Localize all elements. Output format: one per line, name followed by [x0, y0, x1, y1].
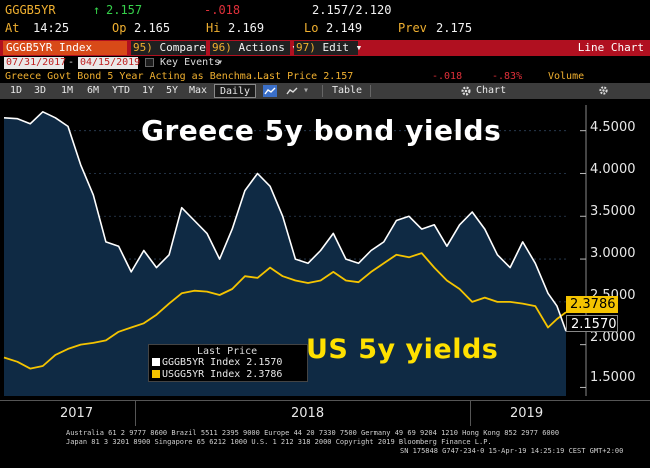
x-axis: 2017 2018 2019: [0, 400, 650, 427]
y-tick-label: 1.5000: [590, 370, 636, 385]
y-tick-label: 4.5000: [590, 120, 636, 135]
y-tick-label: 2.0000: [590, 330, 636, 345]
quote-price: 2.157: [106, 3, 143, 17]
security-line: Greece Govt Bond 5 Year Acting as Benchm…: [0, 70, 650, 83]
actions-label: Actions: [238, 41, 285, 54]
key-events-checkbox[interactable]: [145, 58, 154, 67]
legend-title: Last Price: [197, 346, 258, 357]
period-6m[interactable]: 6M: [86, 85, 100, 96]
gear-icon[interactable]: [458, 84, 474, 98]
frequency-dropdown[interactable]: Daily ▾: [214, 84, 256, 111]
greece-yield-line: [3, 111, 567, 332]
view-title: Line Chart: [577, 41, 644, 54]
chart-title: Greece 5y bond yields: [141, 114, 502, 147]
y-tick-label: 3.0000: [590, 246, 636, 261]
chart-legend[interactable]: Last Price GGGB5YR Index 2.1570 USGG5YR …: [148, 344, 308, 382]
us-yield-line: [3, 252, 567, 370]
edit-dropdown-icon: ▾: [355, 41, 363, 54]
toolbar-divider: [370, 85, 371, 97]
table-button[interactable]: Table: [331, 85, 363, 96]
period-5y[interactable]: 5Y: [165, 85, 179, 96]
period-ytd[interactable]: YTD: [111, 85, 131, 96]
gear-icon[interactable]: [596, 84, 610, 98]
date-dash: -: [68, 57, 75, 68]
us-last-value-badge: 2.3786: [566, 296, 618, 313]
x-year-divider: [135, 401, 136, 427]
up-arrow-icon: ↑: [93, 3, 101, 17]
us-swatch: [152, 370, 160, 378]
security-change: -.018: [432, 71, 463, 82]
compare-number: 95): [133, 41, 153, 54]
chart-content-button[interactable]: Chart Content: [476, 85, 518, 110]
last-price-label: Last Price 2.157: [257, 71, 354, 82]
start-date: 07/31/2017: [6, 57, 67, 68]
quote-time: 14:25: [33, 21, 70, 35]
toolbar-divider: [322, 85, 323, 97]
y-tick-label: 3.5000: [590, 204, 636, 219]
prev-label: Prev: [398, 21, 427, 35]
x-label-2017: 2017: [60, 406, 94, 421]
edit-number: 97): [296, 41, 316, 54]
period-3d[interactable]: 3D: [33, 85, 47, 96]
security-pct-change: -.83%: [492, 71, 523, 82]
low-label: Lo: [304, 21, 319, 35]
function-bar: GGGB5YR Index 95) Compare 96) Actions ▾ …: [0, 40, 650, 56]
greece-area-fill: [4, 111, 566, 397]
legend-label-greece: GGGB5YR Index 2.1570: [162, 357, 283, 368]
legend-item-greece[interactable]: GGGB5YR Index 2.1570: [152, 357, 282, 369]
open-label: Op: [112, 21, 127, 35]
quote-change: -.018: [204, 3, 241, 17]
time-label: At: [5, 21, 20, 35]
period-max[interactable]: Max: [188, 85, 208, 96]
chart-style-dropdown-icon[interactable]: ▾: [302, 85, 310, 96]
us-yields-annotation: US 5y yields: [306, 334, 499, 365]
volume-label: Volume: [548, 71, 585, 82]
frequency-label: Daily: [219, 86, 251, 97]
y-tick-label: 4.0000: [590, 162, 636, 177]
chart-style-icon[interactable]: [284, 84, 300, 98]
footer-session: SN 175848 G747-234-0 15-Apr-19 14:25:19 …: [400, 447, 624, 455]
quote-ticker: GGGB5YR: [5, 3, 56, 17]
end-date: 04/15/2019: [80, 57, 141, 68]
key-events-dropdown-icon[interactable]: ▾: [217, 57, 224, 68]
greece-last-value-badge: 2.1570: [566, 315, 618, 332]
security-input[interactable]: GGGB5YR Index: [3, 41, 127, 55]
security-name: GGGB5YR Index: [6, 41, 93, 54]
period-1d[interactable]: 1D: [9, 85, 23, 96]
start-date-input[interactable]: 07/31/2017: [4, 57, 67, 69]
line-chart-icon[interactable]: [262, 84, 278, 98]
legend-item-us[interactable]: USGG5YR Index 2.3786: [152, 369, 282, 381]
high-label: Hi: [206, 21, 221, 35]
edit-label: Edit: [322, 41, 350, 54]
quote-bid-ask: 2.157/2.120: [312, 3, 392, 17]
x-year-divider: [470, 401, 471, 427]
legend-label-us: USGG5YR Index 2.3786: [162, 369, 283, 380]
security-description: Greece Govt Bond 5 Year Acting as Benchm…: [5, 71, 270, 82]
x-label-2019: 2019: [510, 406, 544, 421]
x-label-2018: 2018: [291, 406, 325, 421]
quote-prev: 2.175: [436, 21, 473, 35]
edit-button[interactable]: 97) Edit ▾: [294, 41, 362, 55]
quote-open: 2.165: [134, 21, 171, 35]
key-events-label: Key Events: [160, 57, 221, 68]
end-date-input[interactable]: 04/15/2019: [78, 57, 141, 69]
actions-number: 96): [212, 41, 232, 54]
quote-bar: GGGB5YR ↑ 2.157 -.018 2.157/2.120 At 14:…: [0, 0, 650, 40]
actions-button[interactable]: 96) Actions ▾: [210, 41, 298, 55]
period-1m[interactable]: 1M: [60, 85, 74, 96]
quote-low: 2.149: [326, 21, 363, 35]
date-range-bar: 07/31/2017 - 04/15/2019 Key Events ▾: [0, 56, 650, 70]
footer-contacts-1: Australia 61 2 9777 8600 Brazil 5511 239…: [66, 429, 560, 437]
compare-label: Compare: [159, 41, 206, 54]
greece-swatch: [152, 358, 160, 366]
chart-toolbar: 1D 3D 1M 6M YTD 1Y 5Y Max Daily ▾ ▾ Tabl…: [0, 83, 650, 111]
quote-high: 2.169: [228, 21, 265, 35]
yield-chart[interactable]: [0, 99, 650, 400]
compare-button[interactable]: 95) Compare: [131, 41, 206, 55]
footer-contacts-2: Japan 81 3 3201 8900 Singapore 65 6212 1…: [66, 438, 492, 446]
footer: Australia 61 2 9777 8600 Brazil 5511 239…: [0, 426, 650, 468]
period-1y[interactable]: 1Y: [141, 85, 155, 96]
